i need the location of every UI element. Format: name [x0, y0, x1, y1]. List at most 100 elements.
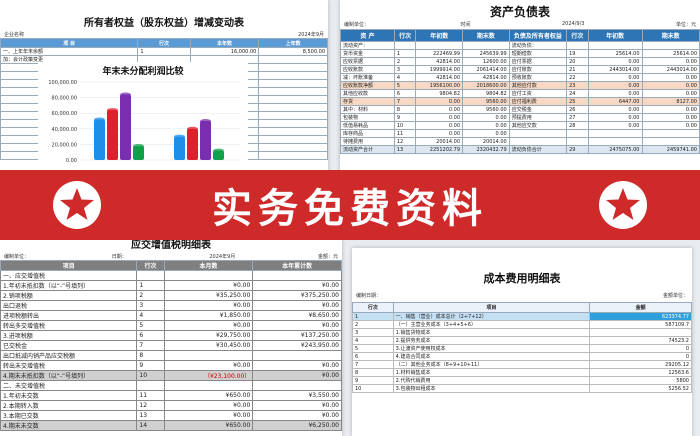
vat-item: 2.销项税额 — [0, 290, 138, 301]
equity-previous — [258, 103, 328, 112]
liability-begin: 2475075.00 — [587, 145, 643, 154]
table-row: 8 1.材料销售成本 12563.6 — [352, 368, 692, 377]
liability-item: 预提费用 — [508, 113, 568, 122]
table-row: 转出未交增值税 9 ¥0.00 ¥0.00 — [0, 360, 342, 371]
bar-cap — [213, 148, 224, 153]
cost-item: （一）主营业务成本（3+4+5+6） — [392, 320, 591, 329]
table-row: 库存商品 11 0.00 0.00 — [340, 129, 700, 138]
vat-year: ¥0.00 — [252, 320, 342, 331]
liability-line — [566, 129, 589, 138]
y-tick-label: 0.00 — [66, 158, 77, 164]
vat-item: 3.本期已交数 — [0, 410, 138, 421]
liability-end: 2443014.00 — [641, 65, 700, 74]
vat-item: 转出多交增值税 — [0, 320, 138, 331]
cost-amount: 5800 — [589, 376, 692, 385]
vat-meta-unit: 编制单位： — [4, 254, 30, 260]
liability-begin: 6447.00 — [587, 97, 643, 106]
bar-cap — [174, 134, 185, 139]
liability-begin: 0.00 — [587, 105, 643, 114]
equity-previous — [258, 127, 328, 136]
liability-begin: 0.00 — [587, 113, 643, 122]
vat-item: 2.本期转入数 — [0, 400, 138, 411]
vat-header-cell: 本月数 — [163, 260, 254, 271]
asset-line: 3 — [393, 65, 417, 74]
asset-end: 2320432.79 — [462, 145, 510, 154]
asset-item: 低值易耗品 — [340, 121, 395, 130]
vat-month — [163, 380, 254, 391]
star-icon — [599, 181, 647, 229]
equity-previous — [258, 71, 328, 80]
equity-previous — [258, 143, 328, 152]
liability-end: 0.00 — [641, 105, 700, 114]
equity-previous — [258, 79, 328, 88]
asset-item: 存货 — [340, 97, 395, 106]
vat-item: 3.进项税额 — [0, 330, 138, 341]
bar-cap — [107, 108, 118, 113]
table-row: 其中：材料 8 0.00 9560.00 应交税金 26 0.00 0.00 — [340, 105, 700, 114]
liability-line: 28 — [566, 121, 589, 130]
liability-item: 其他应交款 — [508, 121, 568, 130]
liability-line: 23 — [566, 81, 589, 90]
cost-line: 6 — [352, 352, 394, 361]
asset-item: 减：坏账准备 — [340, 73, 395, 82]
cost-header-cell: 行次 — [352, 302, 394, 313]
vat-year: ¥375,250.00 — [252, 290, 342, 301]
liability-line: 21 — [566, 65, 589, 74]
vat-year: ¥8,650.00 — [252, 310, 342, 321]
equity-meta-right: 2024年9月 — [298, 32, 324, 38]
vat-month: ¥0.00 — [163, 280, 254, 291]
asset-item: 包装物 — [340, 113, 395, 122]
equity-title: 所有者权益（股东权益）增减变动表 — [84, 18, 244, 29]
liability-end: 0.00 — [641, 57, 700, 66]
asset-line — [393, 41, 417, 50]
balance-table: 资 产行次 年初数 期末数 负债及所有者权益 行次 年初数 期末数 流动资产： 流动负债： 货币… — [340, 29, 700, 154]
table-row: 转出多交增值税 5 ¥0.00 ¥0.00 — [0, 320, 342, 331]
cost-line: 7 — [352, 360, 394, 369]
asset-end: 9804.82 — [462, 89, 510, 98]
vat-line: 9 — [136, 360, 165, 371]
liability-line: 29 — [566, 145, 589, 154]
asset-end: 2061414.00 — [462, 65, 510, 74]
vat-year: ¥0.00 — [252, 280, 342, 291]
liability-begin: 0.00 — [587, 81, 643, 90]
table-row: 减：坏账准备 4 42814.00 42814.00 预收账款 22 0.00 0.00 — [340, 73, 700, 82]
balance-sheet: 资产负债表 编制单位： 时间 2024/9/3 单位：元 资 产行次 年初数 期末数… — [340, 0, 700, 176]
table-row: 一、上年年末余额 1 16,000.00 8,500.00 — [0, 47, 328, 56]
vat-line: 8 — [136, 350, 165, 361]
table-row: 其他应收款 6 9804.82 9804.82 应付工资 24 0.00 0.00 — [340, 89, 700, 98]
vat-meta-date-label: 日期： — [111, 254, 127, 260]
equity-previous — [258, 63, 328, 72]
chart-svg: 100,000.00 80,000.00 60,000.00 40,000.00 20,… — [48, 80, 240, 164]
liability-line: 25 — [566, 97, 589, 106]
cost-item: 3.让渡资产使用权成本 — [392, 344, 591, 353]
vat-month: ¥0.00 — [163, 360, 254, 371]
balance-header-cell: 期末数 — [641, 29, 700, 42]
cost-amount: 0 — [589, 352, 692, 361]
cost-amount: 0 — [589, 344, 692, 353]
table-row: 3 1.销售货物成本 — [352, 328, 692, 337]
vat-month: （¥23,100.00） — [163, 370, 254, 381]
y-tick-label: 60,000.00 — [52, 111, 77, 117]
asset-end: 9560.00 — [462, 97, 510, 106]
table-row: 4.期末未交数 14 ¥650.00 ¥6,250.00 — [0, 420, 342, 431]
vat-line: 11 — [136, 390, 165, 401]
vat-item: 二、未交增值税 — [0, 380, 138, 391]
balance-meta-currency: 单位：元 — [675, 22, 696, 28]
asset-begin: 0.00 — [415, 97, 464, 106]
table-row: 流动资产合计 13 2251202.79 2320432.79 流动负债合计 29 2475… — [340, 145, 700, 154]
bar — [200, 121, 211, 160]
liability-line — [566, 41, 589, 50]
equity-previous — [258, 111, 328, 120]
banner-text: 实务免费资料 — [212, 186, 488, 232]
liability-end: 2459741.00 — [641, 145, 700, 154]
asset-line: 5 — [393, 81, 417, 90]
asset-begin: 2251202.79 — [415, 145, 464, 154]
cost-item: 2.提供劳务成本 — [392, 336, 591, 345]
asset-begin: 0.00 — [415, 129, 464, 138]
vat-line: 7 — [136, 340, 165, 351]
table-row: 一、应交增值税 — [0, 270, 342, 281]
vat-year — [252, 380, 342, 391]
promo-banner[interactable]: 实务免费资料 — [0, 170, 700, 240]
table-row: 1.年初未抵扣数（以“-”号填列） 1 ¥0.00 ¥0.00 — [0, 280, 342, 291]
asset-begin: 1956100.00 — [415, 81, 464, 90]
